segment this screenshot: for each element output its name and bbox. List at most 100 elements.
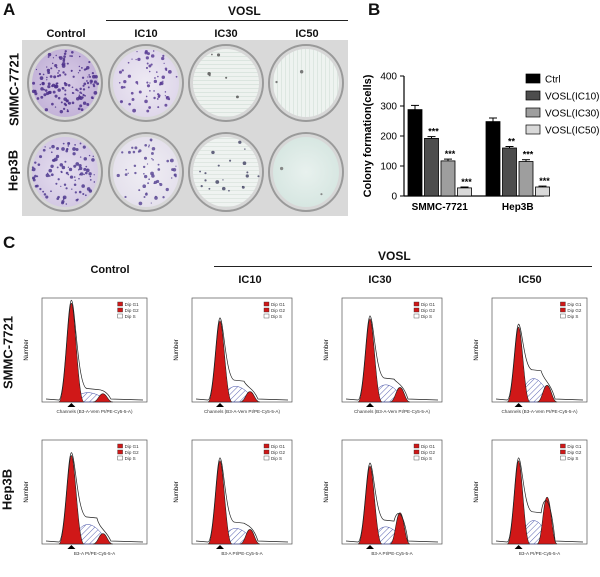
colony-dot <box>54 106 57 108</box>
colony-dot <box>142 184 147 189</box>
panel-a-row-hep3b: Hep3B <box>5 149 21 192</box>
colony-dot <box>132 150 136 154</box>
colony-dot <box>54 84 59 89</box>
histogram-legend-label: Dip G2 <box>421 308 436 313</box>
colony-dot <box>70 69 73 72</box>
colony-dot <box>34 161 37 164</box>
legend-label: VOSL(IC10) <box>545 92 599 103</box>
panel-c-col-ic30: IC30 <box>368 274 392 286</box>
colony-dot <box>36 97 40 100</box>
colony-dot <box>164 91 167 93</box>
colony-dot <box>91 158 95 162</box>
panel-a-col-ic30: IC30 <box>214 28 238 40</box>
histogram-legend-swatch <box>560 301 566 307</box>
colony-dot <box>175 75 178 78</box>
colony-dot <box>143 195 146 198</box>
panel-a-letter: A <box>3 0 16 19</box>
colony-dot <box>82 88 86 91</box>
colony-dot <box>71 50 74 54</box>
panel-a-row-smmc: SMMC-7721 <box>6 53 22 126</box>
histogram-legend-label: Dip G1 <box>567 302 582 307</box>
g2-peak <box>536 385 558 403</box>
colony-dot <box>78 65 81 68</box>
colony-dot <box>164 95 167 97</box>
colony-dot <box>279 166 284 171</box>
colony-dot <box>150 202 152 204</box>
g2-peak <box>239 529 261 545</box>
category-label: SMMC-7721 <box>412 202 469 213</box>
colony-dot <box>66 62 69 65</box>
histogram-legend-label: Dip G2 <box>567 308 582 313</box>
colony-dot <box>39 76 44 80</box>
colony-dot <box>275 80 278 84</box>
colony-dot <box>67 102 70 104</box>
histogram-legend-label: Dip G2 <box>125 450 140 455</box>
colony-dot <box>175 165 177 167</box>
colony-dot <box>78 166 83 171</box>
colony-dot <box>134 146 138 150</box>
colony-dot <box>145 95 148 98</box>
colony-dot <box>90 80 93 83</box>
colony-dot <box>150 54 155 58</box>
histogram-legend-swatch <box>413 443 420 449</box>
colony-dot <box>156 98 159 100</box>
marker-triangle <box>514 545 523 549</box>
histogram-legend-label: Dip S <box>421 456 432 461</box>
colony-dot <box>86 80 88 82</box>
colony-dot <box>152 50 155 52</box>
colony-dot <box>124 173 128 176</box>
colony-dot <box>42 148 46 152</box>
colony-dot <box>153 90 155 92</box>
colony-dot <box>73 176 76 178</box>
colony-dot <box>79 142 82 145</box>
colony-dot <box>82 192 85 196</box>
colony-dot <box>53 75 57 79</box>
histogram-x-label: Channels (B3-A-Vem PI/PE-Cy5-5-A) <box>204 409 281 414</box>
colony-dot <box>119 100 123 104</box>
marker-triangle <box>366 545 374 549</box>
colony-dot <box>52 57 55 59</box>
bar <box>518 161 534 197</box>
colony-dot <box>144 50 148 54</box>
histogram-legend-label: Dip S <box>567 314 578 319</box>
colony-dot <box>59 109 64 114</box>
colony-dot <box>57 96 61 100</box>
colony-dot <box>34 184 38 188</box>
colony-dot <box>50 190 52 193</box>
colony-dot <box>93 174 95 176</box>
colony-dot <box>200 185 203 188</box>
colony-dot <box>170 177 173 179</box>
colony-dot <box>204 179 207 182</box>
colony-dot <box>32 81 36 85</box>
histogram-legend-swatch <box>263 449 270 455</box>
colony-dot <box>157 163 160 166</box>
flow-histogram: Number Channels (B3-A-Vem PI/PE-Cy5-5-A) D… <box>474 297 588 414</box>
colony-dot <box>170 158 174 163</box>
marker-triangle <box>67 545 76 549</box>
colony-dot <box>88 172 92 176</box>
histogram-legend-label: Dip G1 <box>421 302 436 307</box>
colony-dot <box>168 98 171 101</box>
colony-dot <box>216 53 221 57</box>
colony-dot <box>148 106 152 109</box>
colony-dot <box>75 162 80 166</box>
colony-dot <box>86 65 90 70</box>
colony-dot <box>88 189 93 193</box>
colony-dot <box>56 75 60 78</box>
g2-peak <box>239 391 261 403</box>
colony-dot <box>78 177 80 180</box>
colony-dot <box>159 183 163 187</box>
colony-dot <box>80 108 84 112</box>
colony-dot <box>159 81 164 86</box>
colony-dot <box>149 90 151 92</box>
histogram-legend-label: Dip G1 <box>125 444 140 449</box>
colony-dot <box>208 187 211 190</box>
colony-dot <box>146 163 149 165</box>
colony-dot <box>50 164 54 168</box>
colony-dot <box>64 73 67 76</box>
colony-dot <box>211 53 213 56</box>
histogram-legend-swatch <box>117 307 123 313</box>
histogram-legend-swatch <box>263 443 270 449</box>
marker-triangle <box>216 545 224 549</box>
